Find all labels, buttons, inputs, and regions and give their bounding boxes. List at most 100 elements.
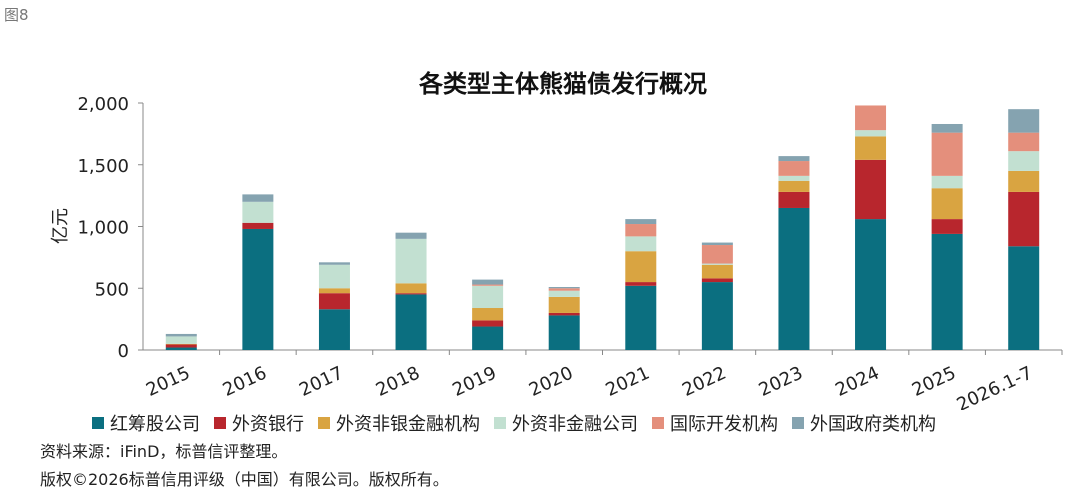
chart-title: 各类型主体熊猫债发行概况 [418,70,707,98]
bar-segment [778,156,810,162]
bar-segment [548,315,580,350]
bar-segment [395,238,427,284]
bar-segment [395,232,427,239]
x-tick-label: 2015 [143,362,193,400]
x-tick-label: 2020 [526,362,576,400]
stacked-bar-chart: 各类型主体熊猫债发行概况 亿元 0 500 1,000 1,500 2,000 2015 2… [50,70,1063,410]
y-tick-label: 2,000 [77,94,129,115]
bar-segment [242,228,274,350]
legend-swatch [494,417,506,429]
bar-segment [242,194,274,202]
bar-segment [1008,191,1040,247]
bar-segment [165,343,197,345]
bar-segment [855,136,887,160]
copyright-note: 版权©2026标普信用评级（中国）有限公司。版权所有。 [40,470,449,489]
bar-segment [778,191,810,208]
bar-segment [472,308,504,321]
x-tick-label: 2022 [679,362,729,400]
bar-segment [165,336,197,344]
bar-segment [931,188,963,220]
bar-segment [701,242,733,246]
bar-segment [1008,170,1040,192]
legend-swatch [652,417,664,429]
bar-segment [548,287,580,289]
y-tick-label: 1,500 [77,156,129,177]
y-tick-label: 1,000 [77,218,129,239]
legend-label: 红筹股公司 [110,414,200,435]
source-note: 资料来源：iFinD，标普信评整理。 [40,442,288,461]
x-tick-label: 2021 [603,362,653,400]
bar-segment [625,236,657,252]
bar-segment [318,293,350,310]
x-tick-label: 2026.1-7 [954,362,1036,410]
bar-segment [701,263,733,265]
bar-segment [855,130,887,137]
bar-segment [855,219,887,350]
legend: 红筹股公司 外资银行 外资非银金融机构 外资非金融公司 国际开发机构 外国政府类机构 [92,410,936,436]
bar-segment [548,296,580,313]
legend-item: 外国政府类机构 [792,410,936,436]
bar-segment [548,312,580,316]
bar-segment [701,245,733,264]
bar-segment [701,264,733,279]
bar-segment [242,222,274,229]
legend-swatch [318,417,330,429]
bar-segment [931,132,963,176]
bar-segment [318,262,350,265]
x-tick-label: 2016 [220,362,270,400]
bar-segment [165,333,197,337]
y-tick-label: 500 [95,279,129,300]
x-tick-label: 2025 [909,362,959,400]
legend-swatch [792,417,804,429]
x-tick-label: 2024 [832,362,882,400]
bar-segment [472,326,504,350]
bar-segment [242,201,274,223]
bar-segment [778,180,810,192]
bar-segment [625,224,657,237]
bar-segment [1008,109,1040,133]
legend-item: 红筹股公司 [92,410,200,436]
bar-segment [701,278,733,283]
bar-segment [318,288,350,294]
legend-item: 外资非银金融机构 [318,410,480,436]
bar-segment [855,159,887,220]
x-tick-label: 2019 [449,362,499,400]
legend-item: 国际开发机构 [652,410,778,436]
y-tick-label: 0 [118,341,129,362]
bar-segment [625,219,657,225]
bar-segment [165,344,197,348]
bar-segment [165,347,197,350]
bar-segment [931,123,963,133]
bar-segment [625,251,657,283]
bar-segment [855,105,887,131]
bar-segment [931,219,963,234]
x-tick-label: 2017 [296,362,346,400]
bar-segment [472,285,504,309]
bar-segment [395,293,427,295]
bar-segment [318,309,350,350]
bar-segment [931,233,963,350]
bar-segment [395,283,427,294]
bar-segment [625,282,657,286]
bar-segment [1008,132,1040,152]
bar-segment [548,290,580,297]
bar-segment [778,161,810,176]
legend-swatch [92,417,104,429]
legend-label: 国际开发机构 [670,414,778,435]
legend-swatch [214,417,226,429]
bar-segment [472,320,504,327]
legend-label: 外资非金融公司 [512,414,638,435]
legend-label: 外资银行 [232,414,304,435]
bar-segment [472,284,504,286]
y-axis-label: 亿元 [50,208,71,244]
legend-label: 外国政府类机构 [810,414,936,435]
figure-label: 图8 [4,6,29,24]
bar-segment [625,285,657,350]
bar-segment [701,282,733,350]
legend-item: 外资非金融公司 [494,410,638,436]
bar-segment [1008,151,1040,171]
x-tick-label: 2018 [373,362,423,400]
bar-segment [318,264,350,289]
bar-segment [472,279,504,285]
bar-segment [931,175,963,189]
